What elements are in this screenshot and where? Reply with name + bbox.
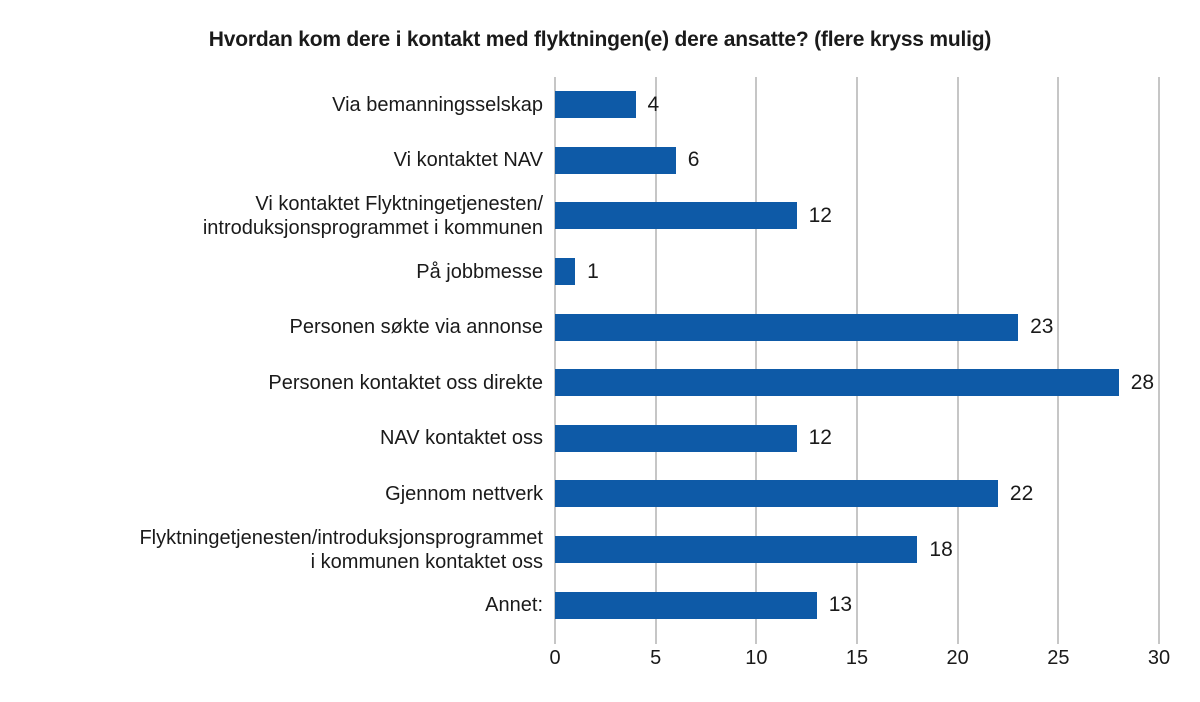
bar-track: 6 xyxy=(555,133,1159,189)
chart-row: Gjennom nettverk 22 xyxy=(0,466,1200,522)
axis-tick xyxy=(554,633,556,644)
bar xyxy=(555,313,1019,341)
bar-value-label: 23 xyxy=(1030,315,1054,339)
bar xyxy=(555,536,918,564)
bar-value-label: 12 xyxy=(808,426,832,450)
plot-area: 0 5 10 15 20 25 30 xyxy=(549,77,1170,669)
bar-value-label: 12 xyxy=(808,203,832,227)
chart-row: Vi kontaktet NAV 6 xyxy=(0,133,1200,189)
bar-track: 12 xyxy=(555,188,1159,244)
category-label: Personen søkte via annonse xyxy=(289,316,544,339)
bar xyxy=(555,369,1119,397)
bar-track: 12 xyxy=(555,411,1159,467)
chart-row: På jobbmesse 1 xyxy=(0,244,1200,300)
x-axis-tick-label: 5 xyxy=(650,647,662,669)
chart-row: Flyktningetjenesten/introduksjonsprogram… xyxy=(0,522,1200,578)
bar-track: 22 xyxy=(555,466,1159,522)
bar-value-label: 18 xyxy=(929,537,953,561)
axis-tick xyxy=(856,633,858,644)
bar-value-label: 6 xyxy=(687,148,700,172)
chart-rows: Via bemanningsselskap 4 Vi kontaktet NAV 6 V… xyxy=(0,77,1200,633)
gridline xyxy=(755,77,757,633)
chart-row: Personen søkte via annonse 23 xyxy=(0,299,1200,355)
gridline xyxy=(1057,77,1059,633)
chart-row: Personen kontaktet oss direkte 28 xyxy=(0,355,1200,411)
bar xyxy=(555,91,636,119)
x-axis-tick-label: 30 xyxy=(1147,647,1171,669)
bar-value-label: 1 xyxy=(587,259,599,283)
bar xyxy=(555,258,576,286)
category-label: Flyktningetjenesten/introduksjonsprogram… xyxy=(139,526,543,573)
chart-row: Via bemanningsselskap 4 xyxy=(0,77,1200,133)
gridline xyxy=(1158,77,1160,633)
x-axis-tick-label: 25 xyxy=(1047,647,1070,669)
category-label: Gjennom nettverk xyxy=(385,482,543,505)
x-axis-tick-label: 10 xyxy=(745,647,768,669)
x-axis-tick-label: 0 xyxy=(549,647,561,669)
gridline xyxy=(655,77,657,633)
bar-track: 18 xyxy=(555,522,1159,578)
bar xyxy=(555,146,676,174)
gridline xyxy=(856,77,858,633)
bar-value-label: 13 xyxy=(828,593,853,617)
category-label: Personen kontaktet oss direkte xyxy=(268,371,543,394)
bar xyxy=(555,424,797,452)
x-axis-tick-label: 20 xyxy=(946,647,969,669)
gridline xyxy=(554,77,556,633)
gridline xyxy=(957,77,959,633)
axis-tick xyxy=(1158,633,1160,644)
bar xyxy=(555,591,817,619)
category-label: På jobbmesse xyxy=(416,260,543,283)
bar xyxy=(555,480,998,508)
x-axis-tick-label: 15 xyxy=(845,647,869,669)
axis-tick xyxy=(957,633,959,644)
chart-title: Hvordan kom dere i kontakt med flyktning… xyxy=(208,28,992,51)
category-label: Via bemanningsselskap xyxy=(332,93,543,116)
bar-track: 13 xyxy=(555,577,1159,633)
bar-track: 1 xyxy=(555,244,1159,300)
category-label: Vi kontaktet NAV xyxy=(393,149,543,172)
chart-row: Vi kontaktet Flyktningetjenesten/ introd… xyxy=(0,188,1200,244)
bar-value-label: 28 xyxy=(1130,370,1155,394)
category-label: NAV kontaktet oss xyxy=(379,427,543,450)
axis-tick xyxy=(1057,633,1059,644)
bar xyxy=(555,202,797,230)
bar-track: 4 xyxy=(555,77,1159,133)
axis-tick xyxy=(755,633,757,644)
chart-row: NAV kontaktet oss 12 xyxy=(0,411,1200,467)
bar-value-label: 4 xyxy=(647,92,660,116)
chart-row: Annet: 13 xyxy=(0,577,1200,633)
category-label: Vi kontaktet Flyktningetjenesten/ introd… xyxy=(202,192,543,239)
bar-value-label: 22 xyxy=(1009,481,1034,505)
bar-track: 28 xyxy=(555,355,1159,411)
bar-track: 23 xyxy=(555,299,1159,355)
axis-tick xyxy=(655,633,657,644)
category-label: Annet: xyxy=(485,594,543,617)
